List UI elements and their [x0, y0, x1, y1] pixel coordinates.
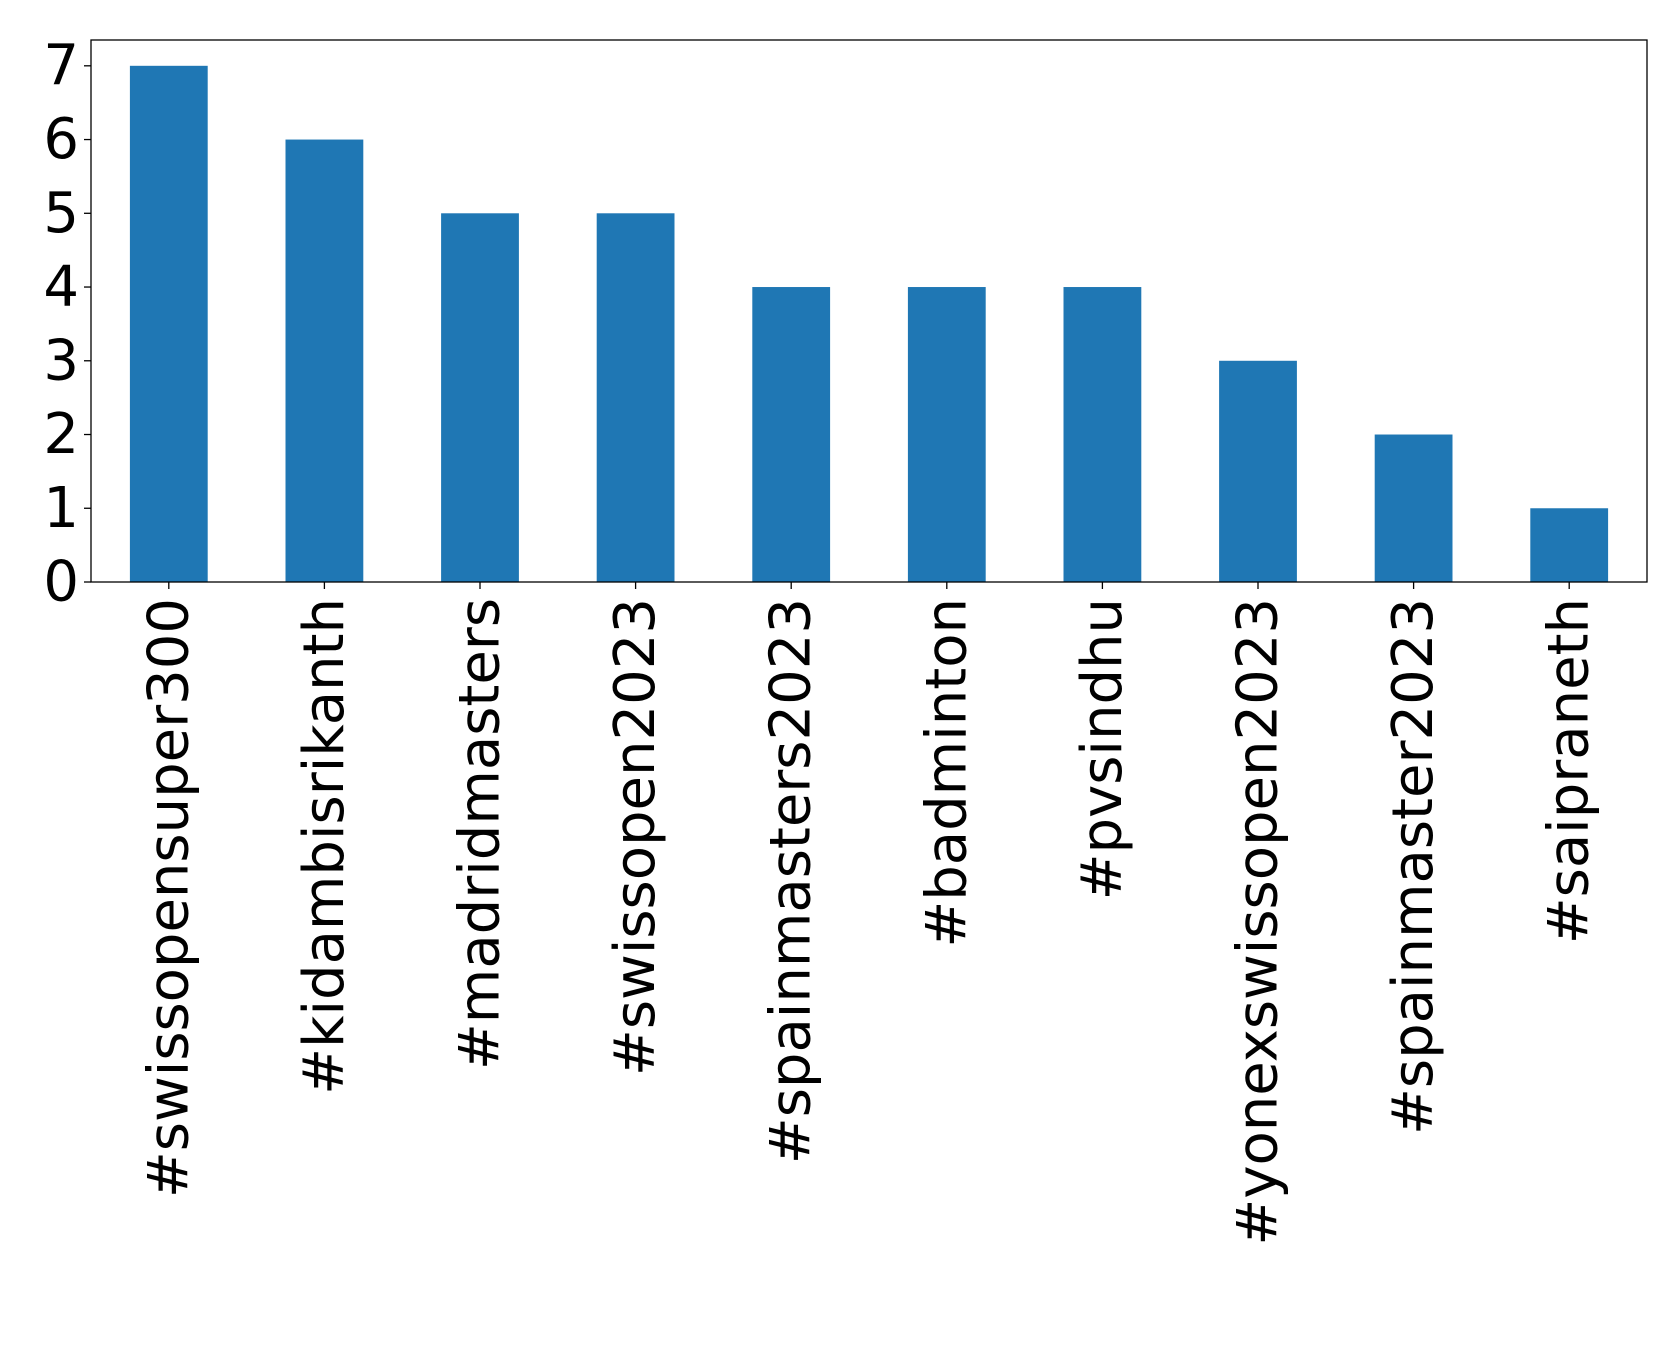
bar: [752, 287, 831, 582]
bar: [1374, 434, 1453, 582]
y-tick-label: 7: [43, 33, 79, 98]
bar-group: [129, 65, 1609, 583]
x-tick-label: #madridmasters: [448, 598, 513, 1070]
y-tick-label: 5: [43, 181, 79, 246]
bar: [596, 213, 675, 582]
y-tick-label: 2: [43, 402, 79, 467]
x-axis: #swissopensuper300 #kidambisrikanth #madri…: [136, 582, 1602, 1246]
y-tick-label: 4: [43, 255, 79, 320]
x-tick-label: #yonexswissopen2023: [1226, 598, 1291, 1246]
x-tick-label: #kidambisrikanth: [292, 598, 357, 1095]
bar: [1063, 287, 1142, 582]
bar: [441, 213, 519, 582]
bar: [907, 287, 986, 582]
x-tick-label: #swissopensuper300: [136, 598, 201, 1198]
bar: [129, 65, 208, 583]
bar: [1530, 508, 1609, 582]
x-tick-label: #swissopen2023: [603, 598, 668, 1076]
x-tick-label: #spainmasters2023: [759, 598, 824, 1164]
bar: [285, 139, 364, 582]
plot-frame: [90, 39, 1648, 583]
y-axis: 0 1 2 3 4 5 6 7: [43, 33, 91, 615]
x-tick-label: #badminton: [914, 598, 979, 948]
x-tick-label: #saipraneth: [1537, 598, 1602, 944]
y-tick-label: 1: [43, 476, 79, 541]
x-tick-label: #spainmaster2023: [1381, 598, 1446, 1135]
y-tick-label: 6: [43, 107, 79, 172]
y-tick-label: 3: [43, 328, 79, 393]
x-tick-label: #pvsindhu: [1070, 598, 1135, 900]
y-tick-label: 0: [43, 550, 79, 615]
bar: [1219, 360, 1297, 582]
